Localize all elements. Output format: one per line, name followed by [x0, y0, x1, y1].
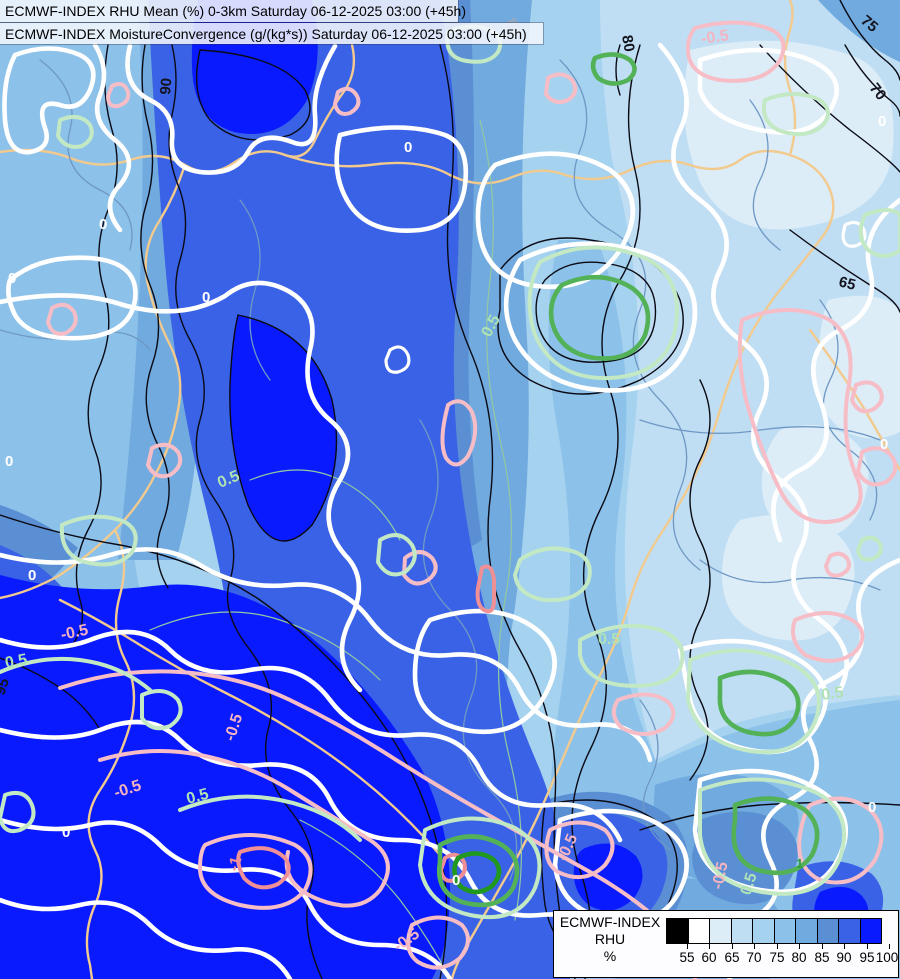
moc-negative-label: -0.5	[709, 860, 731, 891]
map-title-primary: ECMWF-INDEX RHU Mean (%) 0-3km Saturday …	[0, 0, 466, 22]
moc-zero-label: 0	[452, 872, 460, 889]
rhu-contour-label: 90	[157, 77, 175, 95]
legend-tick	[754, 944, 755, 949]
legend-tick	[687, 944, 688, 949]
moc-zero-label: 0	[868, 799, 876, 816]
legend-tick-label: 100	[875, 950, 899, 965]
legend-colorbar	[666, 918, 891, 944]
moc-positive-label: 1	[796, 856, 803, 871]
rhu-contour-label: 80	[618, 34, 638, 53]
legend-tick-label: 80	[791, 950, 807, 965]
moc-zero-label: 0	[5, 453, 13, 470]
legend-color-cell	[730, 918, 753, 944]
moc-negative-label: -0.5	[700, 27, 730, 48]
legend-tick	[889, 944, 890, 949]
moc-positive-label: 0.5	[4, 651, 29, 672]
moc-zero-label: 0	[99, 216, 107, 233]
moc-positive-label: 0.5	[820, 684, 844, 704]
legend-color-cell	[709, 918, 732, 944]
legend-color-cell	[816, 918, 839, 944]
legend-color-cell	[859, 918, 882, 944]
legend-tick	[732, 944, 733, 949]
legend-variable: RHU	[594, 931, 626, 947]
legend-product: ECMWF-INDEX	[559, 914, 661, 930]
legend-unit: %	[603, 948, 617, 964]
moc-negative-label: -1	[225, 855, 245, 873]
moc-zero-label: 0	[62, 824, 70, 841]
rhu-contour-label: 65	[837, 273, 857, 294]
legend-tick	[844, 944, 845, 949]
legend-tick-label: 60	[701, 950, 717, 965]
moc-zero-label: 0	[202, 289, 210, 306]
legend-color-cell	[752, 918, 775, 944]
legend-color-cell	[795, 918, 818, 944]
legend-tick-label: 55	[679, 950, 695, 965]
moc-positive-label: 0.5	[185, 786, 211, 808]
legend-tick	[822, 944, 823, 949]
legend: ECMWF-INDEX RHU % 55 60 65 70 75	[553, 910, 899, 978]
rhu-contour-label: 70	[866, 80, 890, 104]
legend-tick	[709, 944, 710, 949]
moc-zero-label: 0	[880, 436, 888, 453]
moc-zero-label: 0	[28, 567, 36, 584]
moc-positive-label: 0.5	[598, 631, 620, 648]
legend-color-cell	[838, 918, 861, 944]
legend-tick	[867, 944, 868, 949]
legend-color-cell	[773, 918, 796, 944]
moc-zero-label: 0	[8, 270, 16, 287]
legend-tick-label: 95	[859, 950, 875, 965]
legend-tick-label: 70	[746, 950, 762, 965]
moc-negative-label: -0.5	[59, 622, 90, 644]
legend-tick-label: 85	[814, 950, 830, 965]
legend-tick-label: 90	[836, 950, 852, 965]
legend-tick-label: 65	[724, 950, 740, 965]
legend-color-cell	[666, 918, 689, 944]
legend-color-cell	[687, 918, 710, 944]
moc-positive-label: 0.5	[738, 871, 761, 898]
moc-zero-label: 0	[404, 139, 412, 156]
map-title-secondary: ECMWF-INDEX MoistureConvergence (g/(kg*s…	[0, 23, 543, 44]
moc-zero-label: 0	[878, 113, 886, 130]
moisture-convergence-positive-layer	[0, 24, 900, 920]
legend-tick-label: 75	[769, 950, 785, 965]
legend-tick	[777, 944, 778, 949]
legend-text-block: ECMWF-INDEX RHU %	[554, 914, 666, 965]
legend-tick	[799, 944, 800, 949]
